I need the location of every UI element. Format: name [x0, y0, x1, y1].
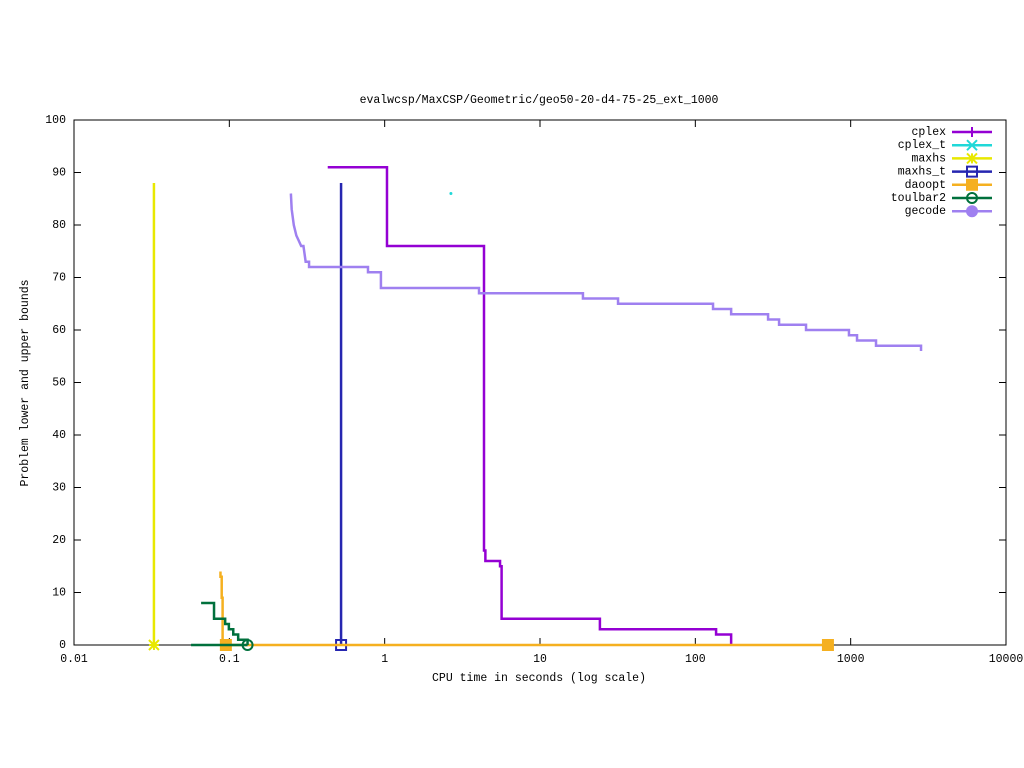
series-line — [289, 193, 923, 351]
series-line — [327, 166, 733, 645]
x-tick-label: 1000 — [837, 653, 865, 666]
point-marker — [966, 192, 978, 204]
x-tick-label: 0.1 — [219, 653, 240, 666]
y-tick-label: 10 — [52, 587, 66, 600]
y-tick-label: 70 — [52, 272, 66, 285]
y-tick-label: 90 — [52, 167, 66, 180]
y-tick-label: 60 — [52, 324, 66, 337]
y-axis-label: Problem lower and upper bounds — [19, 279, 32, 486]
y-tick-label: 0 — [59, 639, 66, 652]
legend-label: maxhs_t — [898, 166, 946, 179]
x-tick-label: 0.01 — [60, 653, 88, 666]
y-tick-label: 100 — [45, 114, 66, 127]
point-marker — [966, 178, 978, 191]
series-line — [191, 601, 249, 647]
legend-label: cplex_t — [898, 139, 946, 152]
point-marker — [449, 192, 453, 195]
legend-label: daoopt — [905, 179, 946, 192]
legend-label: cplex — [911, 126, 946, 139]
y-tick-label: 20 — [52, 534, 66, 547]
plot-frame — [73, 119, 1007, 646]
x-tick-label: 10000 — [989, 653, 1024, 666]
series-line — [219, 571, 828, 647]
y-tick-label: 30 — [52, 482, 66, 495]
point-marker — [241, 639, 254, 651]
x-tick-label: 100 — [685, 653, 706, 666]
point-marker — [148, 639, 160, 651]
chart-title: evalwcsp/MaxCSP/Geometric/geo50-20-d4-75… — [360, 94, 719, 107]
point-marker — [335, 639, 348, 651]
point-marker — [966, 139, 978, 151]
x-tick-label: 1 — [381, 653, 388, 666]
y-tick-label: 40 — [52, 429, 66, 442]
x-tick-label: 10 — [533, 653, 547, 666]
x-axis-label: CPU time in seconds (log scale) — [432, 672, 646, 685]
point-marker — [967, 127, 977, 137]
legend-label: toulbar2 — [891, 192, 946, 205]
legend-label: gecode — [905, 205, 947, 218]
point-marker — [966, 152, 978, 165]
legend-label: maxhs — [911, 152, 946, 165]
point-marker — [821, 639, 834, 651]
y-tick-label: 80 — [52, 219, 66, 232]
point-marker — [966, 205, 978, 218]
point-marker — [966, 165, 978, 178]
y-tick-label: 50 — [52, 377, 66, 390]
